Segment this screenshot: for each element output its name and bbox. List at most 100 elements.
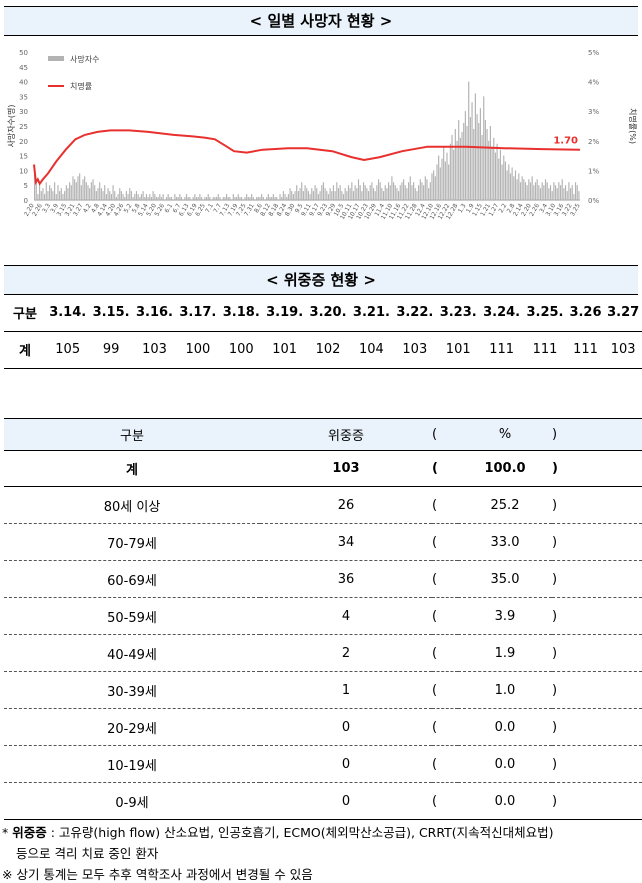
death-bar <box>187 197 189 200</box>
death-bar <box>212 197 214 200</box>
death-bar <box>503 155 505 200</box>
death-bar <box>312 191 315 200</box>
death-bar <box>311 188 313 200</box>
death-bar <box>364 185 366 200</box>
death-bar <box>314 185 316 200</box>
death-bar <box>486 128 488 200</box>
death-bar <box>518 173 520 200</box>
death-bar <box>284 194 286 200</box>
x-tick-label: 1.3 <box>457 202 468 214</box>
daily-date-5: 3.19. <box>262 294 307 332</box>
death-bar <box>184 197 186 200</box>
death-bar <box>109 191 111 200</box>
death-bar <box>544 179 547 200</box>
age-row-count: 1 <box>260 671 432 709</box>
age-row-pct: 0.0 <box>458 708 552 746</box>
y-right-tick-label: 1% <box>588 167 599 175</box>
death-bar <box>511 167 513 200</box>
y-left-tick-label: 30 <box>19 108 28 116</box>
death-bar <box>92 179 94 200</box>
death-bar <box>434 176 436 200</box>
death-bar <box>62 194 64 200</box>
age-row-rp: ) <box>552 671 642 709</box>
death-bar <box>374 191 376 200</box>
death-bar <box>79 173 81 200</box>
death-bar <box>75 182 77 200</box>
death-bar <box>40 191 42 200</box>
death-bar <box>317 194 320 200</box>
death-bar <box>197 197 199 200</box>
death-bar <box>478 123 480 200</box>
y-right-tick-label: 4% <box>588 79 599 87</box>
note-critical-definition-cont: 등으로 격리 치료 중인 환자 <box>16 846 159 861</box>
death-bar <box>256 197 258 200</box>
death-bar <box>508 164 510 200</box>
death-bar <box>559 185 562 200</box>
x-tick-label: 6.1 <box>163 202 174 214</box>
death-bar <box>179 194 181 200</box>
death-bar <box>222 197 224 200</box>
death-bar <box>247 197 249 200</box>
death-bar <box>140 194 143 200</box>
death-bar <box>548 188 550 200</box>
death-bar <box>251 194 253 200</box>
death-bar <box>239 197 241 200</box>
daily-value-1: 99 <box>89 331 133 369</box>
age-row-group: 40-49세 <box>4 634 260 672</box>
age-row-count: 34 <box>260 523 432 561</box>
death-bar <box>302 191 304 200</box>
death-bar <box>49 185 51 200</box>
age-row-group: 60-69세 <box>4 560 260 598</box>
age-row: 30-39세 1(1.0) <box>4 671 642 709</box>
death-bar <box>556 188 558 200</box>
death-bar <box>571 185 573 200</box>
age-row-rp: ) <box>552 634 642 672</box>
death-bar <box>568 182 570 200</box>
daily-date-9: 3.23. <box>436 294 480 332</box>
death-bar <box>543 185 545 200</box>
death-bar <box>521 176 523 200</box>
death-bar <box>394 185 396 200</box>
death-bar <box>424 176 426 200</box>
death-bar <box>125 191 128 200</box>
death-bar <box>39 185 41 200</box>
age-row-group: 10-19세 <box>4 745 260 783</box>
y-right-tick-label: 3% <box>588 108 599 116</box>
death-bar <box>573 194 575 200</box>
death-bar <box>297 191 299 200</box>
death-bar <box>266 197 268 200</box>
note-definition-text: : 고유량(high flow) 산소요법, 인공호흡기, ECMO(체외막산소… <box>46 825 554 840</box>
age-table-header: 구분 위중증 ( % ) <box>4 418 642 451</box>
daily-date-8: 3.22. <box>393 294 437 332</box>
total-group: 계 <box>4 450 260 487</box>
x-tick-label: 6.7 <box>172 202 183 214</box>
death-bar <box>357 179 360 200</box>
daily-value-3: 100 <box>176 331 220 369</box>
death-bar <box>175 197 178 200</box>
age-row: 40-49세 2(1.9) <box>4 634 642 672</box>
death-bar <box>399 185 401 200</box>
death-bar <box>526 185 528 200</box>
death-bar <box>362 182 365 200</box>
death-bar <box>337 188 340 200</box>
death-bar <box>342 194 345 200</box>
death-bar <box>523 179 525 200</box>
death-bar <box>77 176 79 200</box>
death-bar <box>558 182 560 200</box>
death-bar <box>384 185 386 200</box>
death-bar <box>471 102 473 200</box>
age-row-lp: ( <box>432 782 458 820</box>
death-bar <box>574 182 577 200</box>
x-tick-label: 2.8 <box>506 202 517 214</box>
death-bar <box>229 197 231 200</box>
death-bar <box>371 182 373 200</box>
x-tick-label: 4.8 <box>90 202 101 214</box>
death-bar <box>55 194 57 200</box>
death-bar <box>35 182 37 200</box>
death-bar <box>84 176 86 200</box>
death-bar <box>376 185 378 200</box>
death-bar <box>491 146 493 200</box>
daily-value-6: 102 <box>306 331 350 369</box>
daily-value-12: 111 <box>566 331 605 369</box>
daily-table-value-row: 계 105 99 103 100 100 101 102 104 103 101 111 111 111… <box>4 331 642 369</box>
